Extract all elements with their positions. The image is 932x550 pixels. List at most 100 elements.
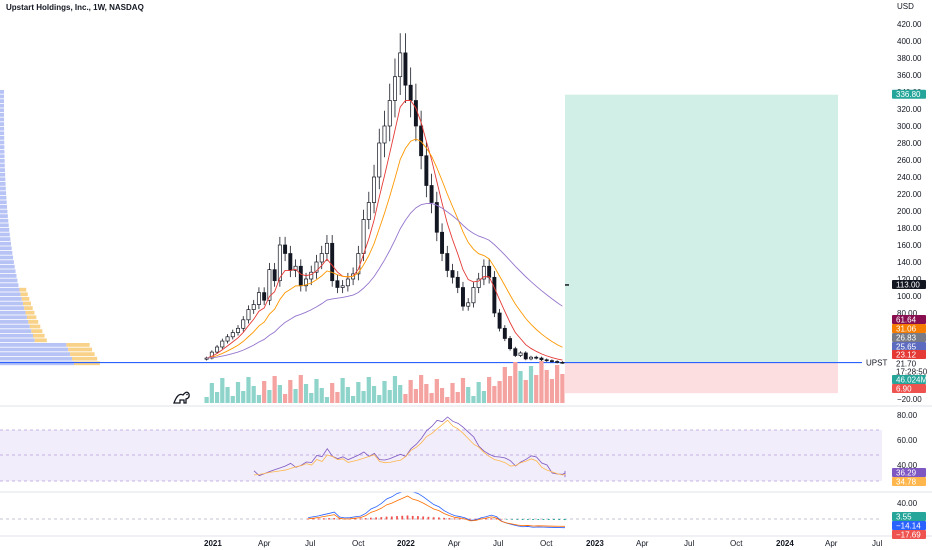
volume-bar — [534, 375, 539, 403]
rsi-tick-label: 80.00 — [897, 411, 918, 420]
volume-profile-bar — [0, 145, 5, 149]
price-badge-label: 26.83 — [896, 334, 917, 343]
macd-histogram-bar — [495, 518, 498, 520]
volume-bar — [340, 378, 345, 403]
candle-body — [277, 244, 282, 282]
ema-fast-line — [206, 100, 563, 361]
macd-histogram-bar — [385, 516, 388, 520]
volume-profile-bar — [0, 320, 29, 324]
candle-body — [403, 52, 408, 86]
volume-profile-bar — [0, 361, 74, 366]
volume-profile-bar — [0, 140, 5, 145]
volume-profile-bar — [0, 329, 32, 333]
candle-body — [413, 100, 418, 127]
macd-histogram-bar — [458, 518, 461, 520]
volume-profile-bar — [0, 94, 5, 99]
candle-body — [471, 287, 476, 304]
price-tick-label: 400.00 — [897, 37, 922, 46]
macd-tick-label: 40.00 — [897, 499, 918, 508]
volume-bar — [476, 382, 481, 403]
macd-histogram-bar — [558, 519, 561, 521]
price-tick-label: 300.00 — [897, 122, 922, 131]
macd-histogram-bar — [390, 516, 393, 520]
candle-body — [398, 52, 403, 78]
macd-badge — [892, 521, 926, 530]
candle-body — [251, 304, 256, 310]
price-tick-label: 80.00 — [897, 309, 918, 318]
candle-body — [424, 155, 429, 186]
price-tick-label: 140.00 — [897, 258, 922, 267]
candle-body — [455, 276, 460, 288]
macd-badge-label: −17.69 — [896, 531, 921, 540]
price-tick-label: 280.00 — [897, 139, 922, 148]
volume-bar — [382, 381, 387, 403]
volume-profile-bar — [0, 149, 5, 154]
ema-mid-line — [206, 138, 563, 359]
price-tick-label: 420.00 — [897, 20, 922, 29]
price-tick-label: 320.00 — [897, 105, 922, 114]
time-tick-label: Apr — [825, 539, 838, 548]
volume-profile-bar — [0, 264, 15, 269]
macd-badge-label: 3.55 — [896, 513, 912, 522]
volume-bar — [439, 388, 445, 403]
candle-body — [392, 76, 397, 101]
volume-profile-bar — [20, 292, 28, 297]
price-tick-label: 100.00 — [897, 292, 922, 301]
rsi-badge-label: 36.29 — [896, 469, 917, 478]
macd-histogram-bar — [516, 519, 519, 520]
candle-body — [314, 261, 319, 273]
candle-body — [335, 280, 340, 288]
volume-bar — [204, 397, 209, 403]
volume-bar — [466, 387, 471, 403]
volume-bar — [455, 392, 460, 403]
time-tick-label: Oct — [730, 539, 743, 548]
rsi-tick-label: 60.00 — [897, 436, 918, 445]
volume-profile-bar — [32, 333, 45, 338]
price-badge — [892, 384, 926, 393]
volume-profile-bar — [0, 122, 5, 126]
volume-profile-bar — [0, 232, 10, 237]
symbol-label: UPST — [866, 359, 887, 368]
volume-profile-bar — [0, 195, 7, 200]
volume-profile-bar — [0, 186, 6, 191]
volume-pane — [204, 361, 565, 403]
macd-histogram-bar — [422, 516, 425, 520]
volume-bar — [445, 397, 450, 403]
macd-histogram-bar — [411, 515, 414, 520]
candle-body — [481, 265, 486, 280]
volume-profile-bar — [0, 241, 11, 246]
macd-histogram-bar — [553, 519, 555, 521]
time-tick-label: Jul — [493, 539, 503, 548]
volume-bar — [518, 371, 523, 403]
volume-bar — [282, 394, 288, 403]
macd-histogram-bar — [453, 518, 456, 520]
candle-body — [340, 285, 345, 288]
macd-histogram-bar — [401, 515, 404, 520]
candle-body — [283, 244, 288, 254]
volume-profile-bar — [0, 356, 73, 361]
volume-profile-bar — [0, 131, 5, 136]
volume-profile-bar — [0, 168, 5, 172]
candle-body — [497, 312, 502, 329]
price-badge-label: 46.024M — [896, 376, 927, 385]
volume-bar — [523, 380, 528, 403]
candle-body — [361, 219, 366, 254]
volume-bar — [256, 395, 262, 403]
time-tick-label: 2024 — [776, 539, 794, 548]
volume-profile-bar — [0, 246, 12, 251]
macd-histogram-bar — [485, 518, 487, 520]
volume-bar — [324, 397, 330, 403]
volume-bar — [408, 380, 413, 403]
volume-bar — [398, 385, 403, 403]
volume-bar — [267, 390, 272, 403]
volume-bar — [225, 387, 230, 403]
volume-bar — [560, 374, 565, 403]
volume-bar — [387, 390, 392, 403]
macd-histogram-bar — [542, 519, 545, 520]
volume-bar — [555, 365, 560, 403]
macd-histogram-bar — [396, 516, 398, 520]
candle-body — [225, 336, 230, 342]
candle-body — [262, 292, 267, 301]
volume-profile-bar — [0, 113, 5, 117]
